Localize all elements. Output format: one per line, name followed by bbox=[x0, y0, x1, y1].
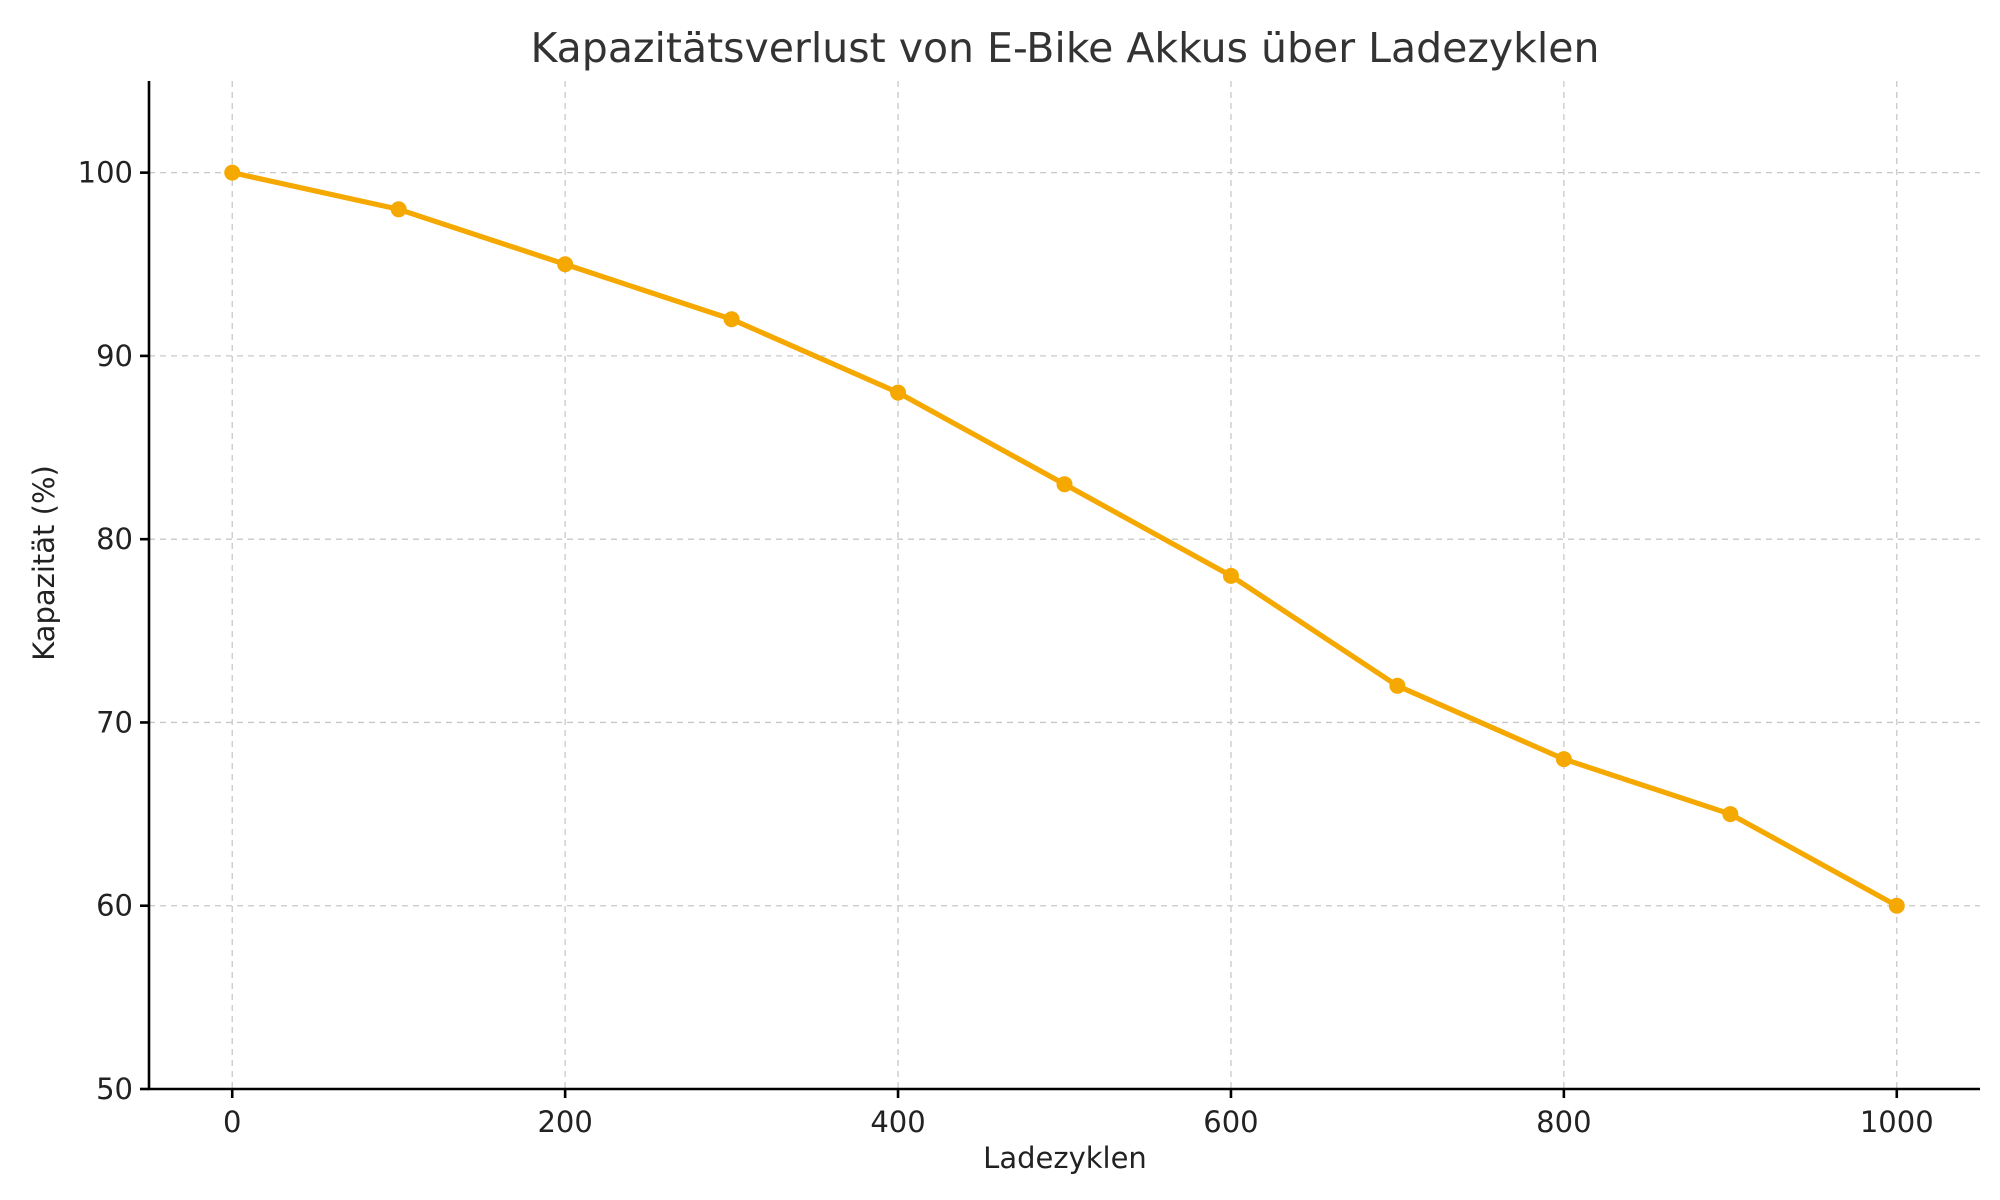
axes-spines bbox=[147, 81, 1980, 1091]
y-tick-label: 70 bbox=[96, 705, 133, 739]
y-axis-label: Kapazität (%) bbox=[27, 465, 61, 661]
x-tick-label: 1000 bbox=[1860, 1105, 1934, 1139]
data-point bbox=[557, 256, 574, 273]
x-tick-label: 0 bbox=[223, 1105, 241, 1139]
data-point bbox=[390, 201, 407, 218]
x-tick-label: 200 bbox=[537, 1105, 592, 1139]
data-point bbox=[1389, 677, 1406, 694]
y-tick-label: 90 bbox=[96, 339, 133, 373]
y-tick-label: 60 bbox=[96, 889, 133, 923]
x-tick-label: 600 bbox=[1203, 1105, 1258, 1139]
y-tick-label: 100 bbox=[78, 156, 133, 190]
chart-title: Kapazitätsverlust von E-Bike Akkus über … bbox=[531, 24, 1600, 72]
y-tick-label: 50 bbox=[96, 1072, 133, 1106]
data-point bbox=[723, 311, 740, 328]
y-tick-label: 80 bbox=[96, 522, 133, 556]
data-points bbox=[224, 164, 1905, 914]
data-point bbox=[890, 384, 907, 401]
data-point bbox=[1888, 897, 1905, 914]
data-point bbox=[1722, 806, 1739, 823]
y-axis-ticks: 50 60 70 80 90 100 bbox=[78, 156, 149, 1106]
data-point bbox=[1222, 567, 1239, 584]
x-tick-label: 800 bbox=[1536, 1105, 1591, 1139]
x-axis-label: Ladezyklen bbox=[983, 1141, 1147, 1175]
x-tick-label: 400 bbox=[870, 1105, 925, 1139]
x-axis-ticks: 0 200 400 600 800 1000 bbox=[223, 1089, 1934, 1139]
data-point bbox=[1555, 751, 1572, 768]
grid-lines bbox=[149, 81, 1980, 1090]
data-point bbox=[1056, 476, 1073, 493]
data-point bbox=[224, 164, 241, 181]
